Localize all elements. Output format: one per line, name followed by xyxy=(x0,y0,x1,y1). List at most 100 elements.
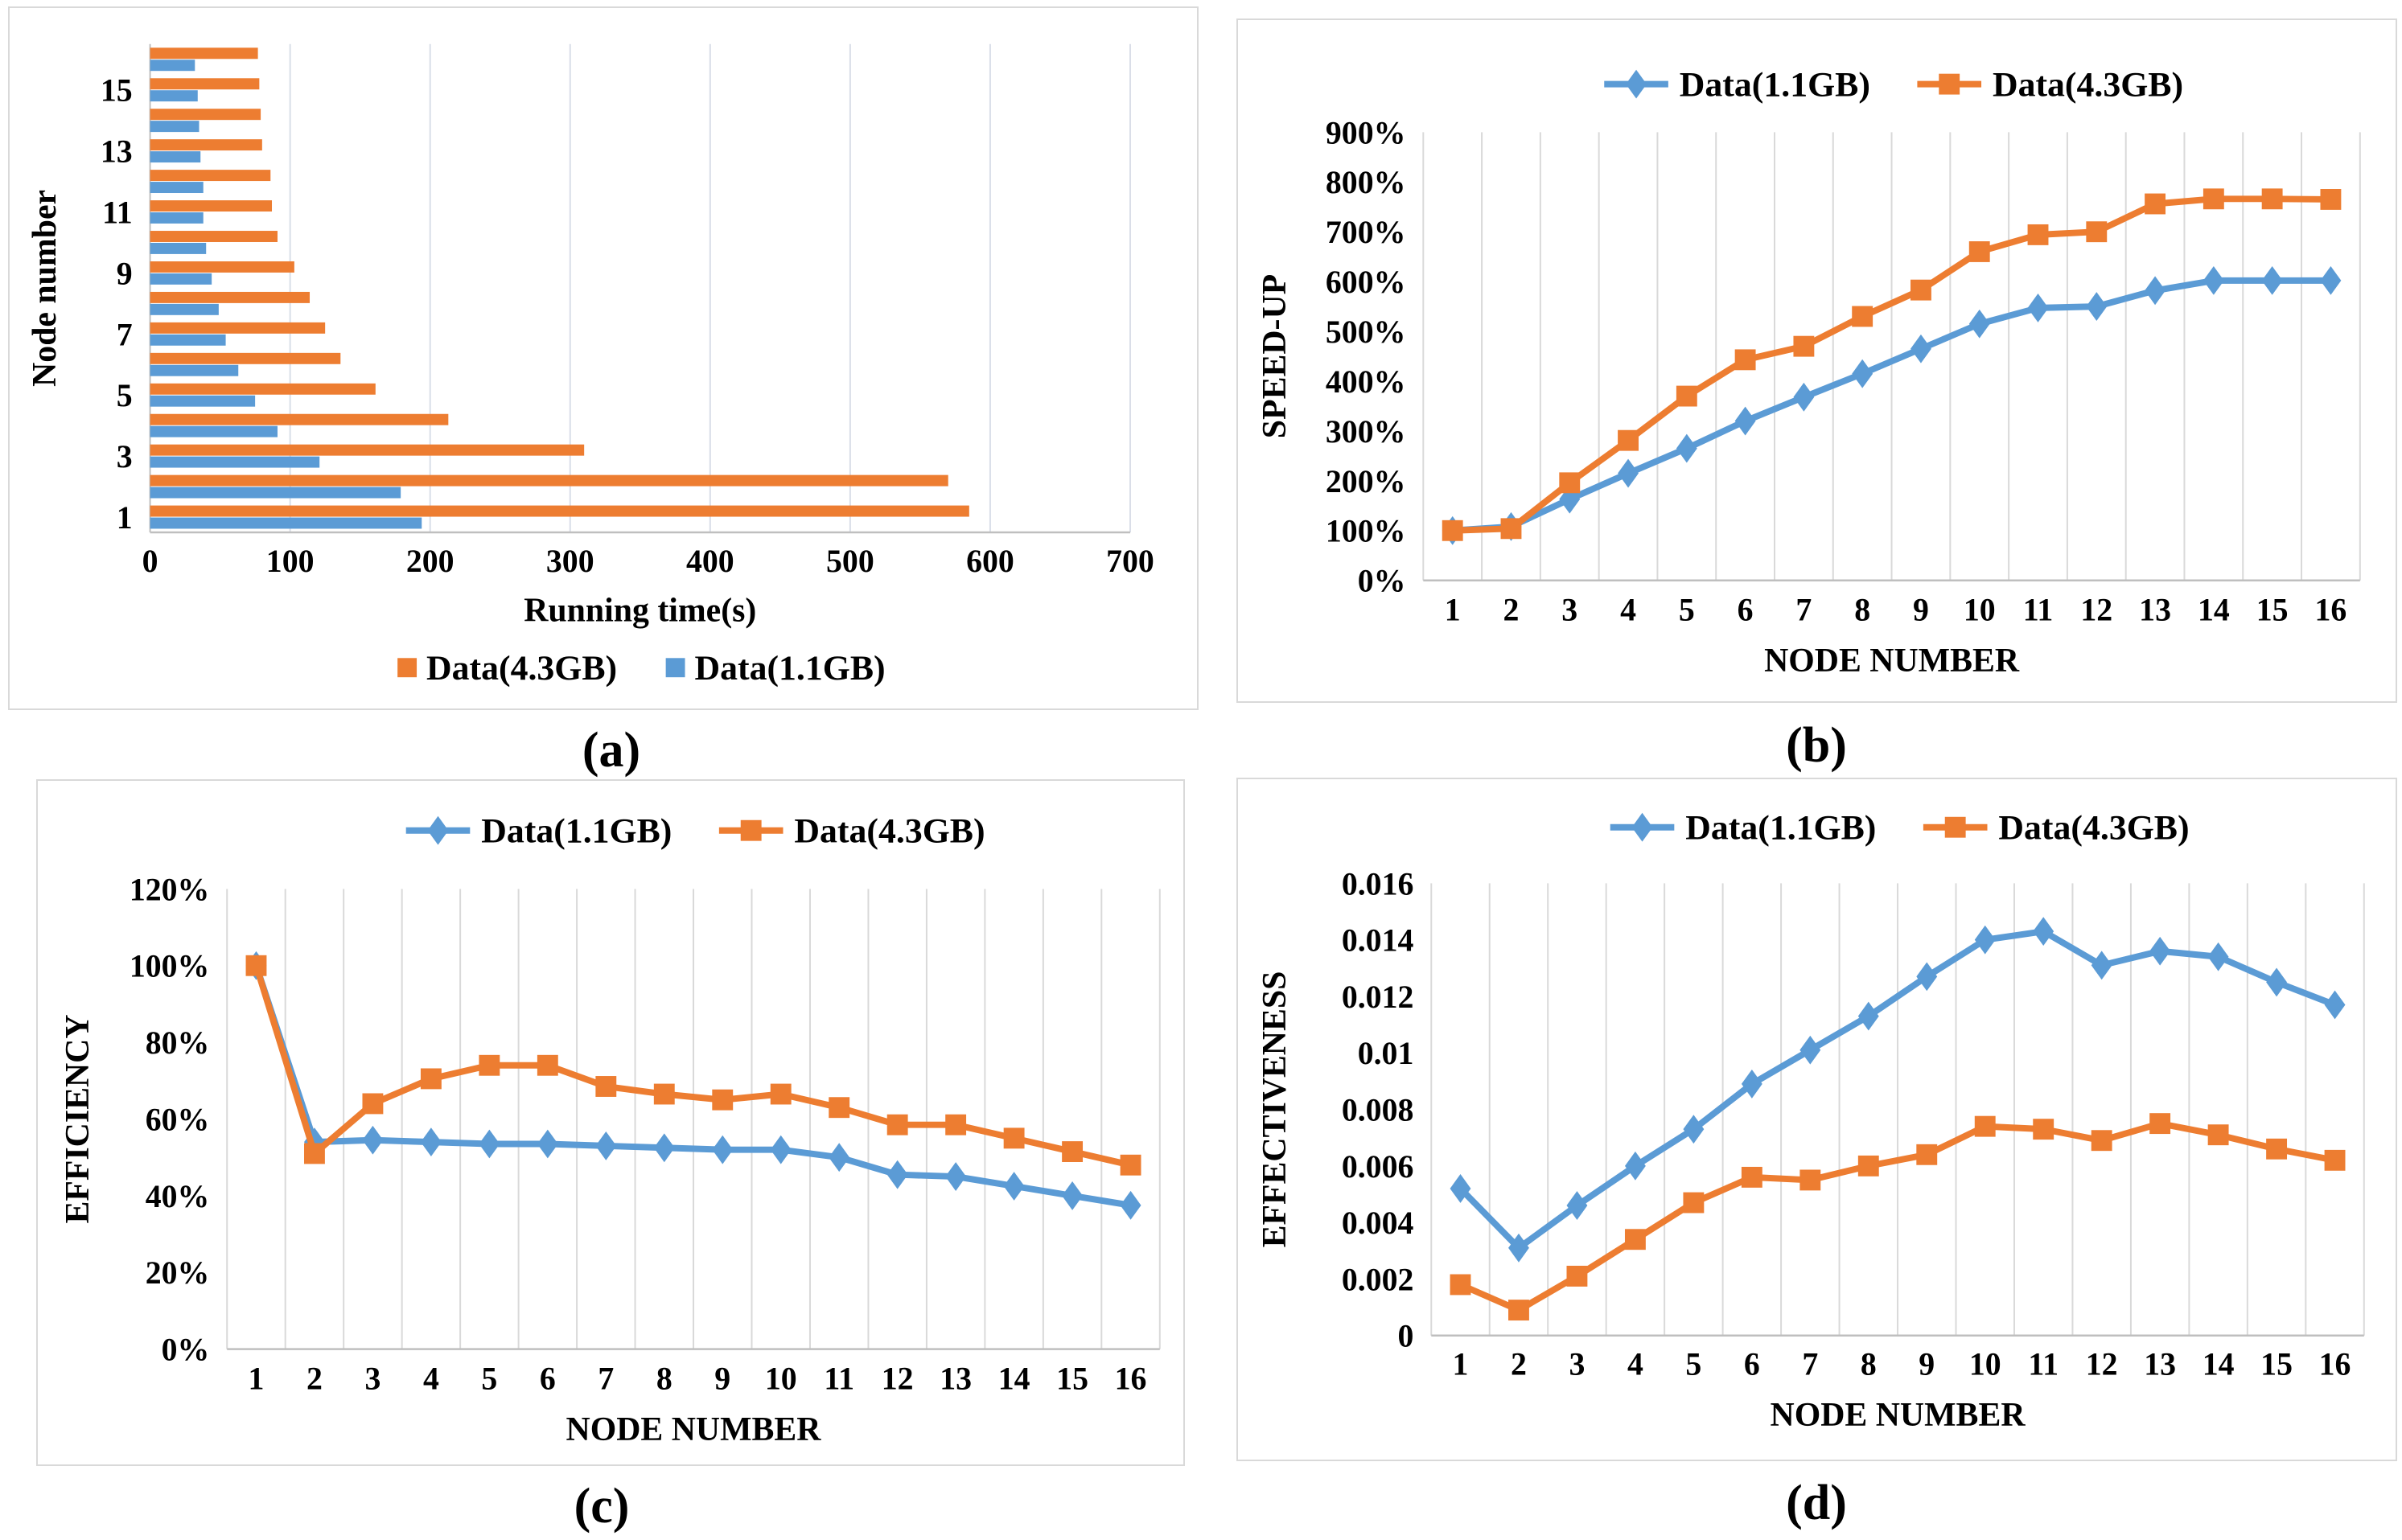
diamond-marker xyxy=(1683,1115,1705,1144)
x-axis-tick-labels: 1 2 3 4 5 6 7 8 9 10 11 12 13 14 15 16 xyxy=(1445,592,2347,627)
series-line xyxy=(1457,928,2338,1251)
y-axis-title: EFFICIENCY xyxy=(60,1014,97,1223)
bar-data-4-3gb-node-16 xyxy=(150,47,258,60)
square-marker xyxy=(1852,306,1873,327)
svg-text:900%: 900% xyxy=(1326,115,1406,150)
square-marker xyxy=(1939,73,1960,95)
legend-label: Data(1.1GB) xyxy=(1685,809,1876,848)
bar-data-4-3gb-node-14 xyxy=(150,109,261,121)
svg-text:80%: 80% xyxy=(146,1025,210,1061)
diamond-marker xyxy=(2145,276,2166,306)
svg-text:0.012: 0.012 xyxy=(1342,979,1414,1015)
diamond-marker xyxy=(1626,69,1647,99)
bar-data-1-1gb-node-3 xyxy=(150,456,320,468)
square-marker xyxy=(2207,1124,2229,1146)
legend-item-data-4-3gb: Data(4.3GB) xyxy=(1923,809,2190,848)
diamond-marker xyxy=(1062,1181,1084,1210)
diamond-marker xyxy=(1857,1001,1879,1031)
svg-text:15: 15 xyxy=(1056,1361,1088,1396)
svg-text:120%: 120% xyxy=(130,872,210,907)
square-marker xyxy=(2091,1130,2112,1152)
square-marker xyxy=(1968,241,1990,262)
diamond-marker xyxy=(2207,942,2229,971)
svg-text:20%: 20% xyxy=(146,1255,210,1291)
square-marker xyxy=(740,819,762,841)
bar-data-1-1gb-node-15 xyxy=(150,90,198,102)
svg-text:11: 11 xyxy=(824,1361,854,1396)
square-marker xyxy=(1857,1155,1879,1177)
svg-text:500%: 500% xyxy=(1326,314,1406,350)
diamond-marker xyxy=(537,1129,558,1159)
square-marker xyxy=(886,1114,908,1135)
square-marker xyxy=(1442,519,1463,541)
bar-data-4-3gb-node-7 xyxy=(150,322,326,334)
bar-data-1-1gb-node-8 xyxy=(150,303,219,315)
bar-data-4-3gb-node-9 xyxy=(150,261,294,273)
series-data-4-3gb xyxy=(1442,188,2342,541)
bar-data-4-3gb-node-12 xyxy=(150,170,271,182)
legend-label: Data(1.1GB) xyxy=(1680,66,1870,105)
legend-square-swatch xyxy=(397,658,417,678)
bar-data-1-1gb-node-4 xyxy=(150,425,278,437)
square-marker xyxy=(1566,1265,1588,1287)
bar-data-1-1gb-node-2 xyxy=(150,487,401,499)
svg-text:11: 11 xyxy=(2023,592,2054,627)
legend-item-data-1-1gb: Data(1.1GB) xyxy=(1610,809,1876,848)
svg-text:0%: 0% xyxy=(1358,564,1406,599)
panel-d-effectiveness: 0 0.002 0.004 0.006 0.008 0.01 0.012 0.014 0.016… xyxy=(1236,778,2397,1461)
diamond-marker xyxy=(1974,925,1996,955)
panel-b-speed-up: 0% 100% 200% 300% 400% 500% 600% 700% 800% 900% 1 2… xyxy=(1236,18,2397,703)
svg-text:5: 5 xyxy=(481,1361,497,1396)
square-marker xyxy=(2261,188,2283,210)
square-marker xyxy=(595,1076,617,1097)
square-marker xyxy=(1916,1144,1938,1165)
svg-text:0.014: 0.014 xyxy=(1342,923,1414,959)
square-marker xyxy=(2266,1138,2288,1160)
bar-data-4-3gb-node-10 xyxy=(150,231,278,242)
bar-data-1-1gb-node-5 xyxy=(150,395,256,407)
svg-text:0.008: 0.008 xyxy=(1342,1092,1414,1127)
square-marker xyxy=(1450,1274,1471,1296)
svg-text:15: 15 xyxy=(2256,592,2289,627)
svg-text:7: 7 xyxy=(117,317,133,352)
legend-label: Data(1.1GB) xyxy=(481,812,672,851)
svg-text:7: 7 xyxy=(598,1361,614,1396)
series-line xyxy=(1457,1120,2338,1314)
diamond-marker xyxy=(770,1135,792,1164)
svg-text:1: 1 xyxy=(117,500,133,536)
svg-text:13: 13 xyxy=(2139,592,2171,627)
bar-data-4-3gb-node-6 xyxy=(150,352,341,364)
square-marker xyxy=(1799,1169,1821,1191)
diamond-marker xyxy=(1676,433,1697,463)
svg-text:0.016: 0.016 xyxy=(1342,866,1414,901)
svg-text:12: 12 xyxy=(882,1361,914,1396)
caption-c: (c) xyxy=(574,1479,630,1534)
diamond-marker xyxy=(427,815,449,845)
svg-text:3: 3 xyxy=(1569,1346,1585,1382)
y-axis-tick-labels: 0% 20% 40% 60% 80% 100% 120% xyxy=(130,872,210,1367)
legend-item-data-4-3gb: Data(4.3GB) xyxy=(1917,66,2183,105)
svg-text:6: 6 xyxy=(1738,592,1754,627)
diamond-marker xyxy=(2266,967,2288,997)
bar-data-1-1gb-node-7 xyxy=(150,334,226,346)
diamond-marker xyxy=(1910,334,1931,363)
square-marker xyxy=(770,1083,792,1105)
svg-text:200: 200 xyxy=(406,544,454,579)
legend-item-data-1-1gb: Data(1.1GB) xyxy=(405,812,672,851)
square-marker xyxy=(1624,1229,1646,1250)
series-line xyxy=(253,962,1134,1168)
svg-text:13: 13 xyxy=(101,134,133,170)
svg-text:5: 5 xyxy=(1679,592,1695,627)
square-marker xyxy=(304,1143,325,1164)
diamond-marker xyxy=(886,1160,908,1189)
bar-series xyxy=(150,47,969,529)
svg-text:600: 600 xyxy=(966,544,1014,579)
svg-text:100: 100 xyxy=(266,544,315,579)
svg-text:3: 3 xyxy=(1561,592,1577,627)
svg-text:60%: 60% xyxy=(146,1102,210,1137)
diamond-marker xyxy=(1566,1191,1588,1220)
svg-text:7: 7 xyxy=(1802,1346,1818,1382)
square-marker xyxy=(653,1083,675,1105)
svg-text:10: 10 xyxy=(765,1361,797,1396)
